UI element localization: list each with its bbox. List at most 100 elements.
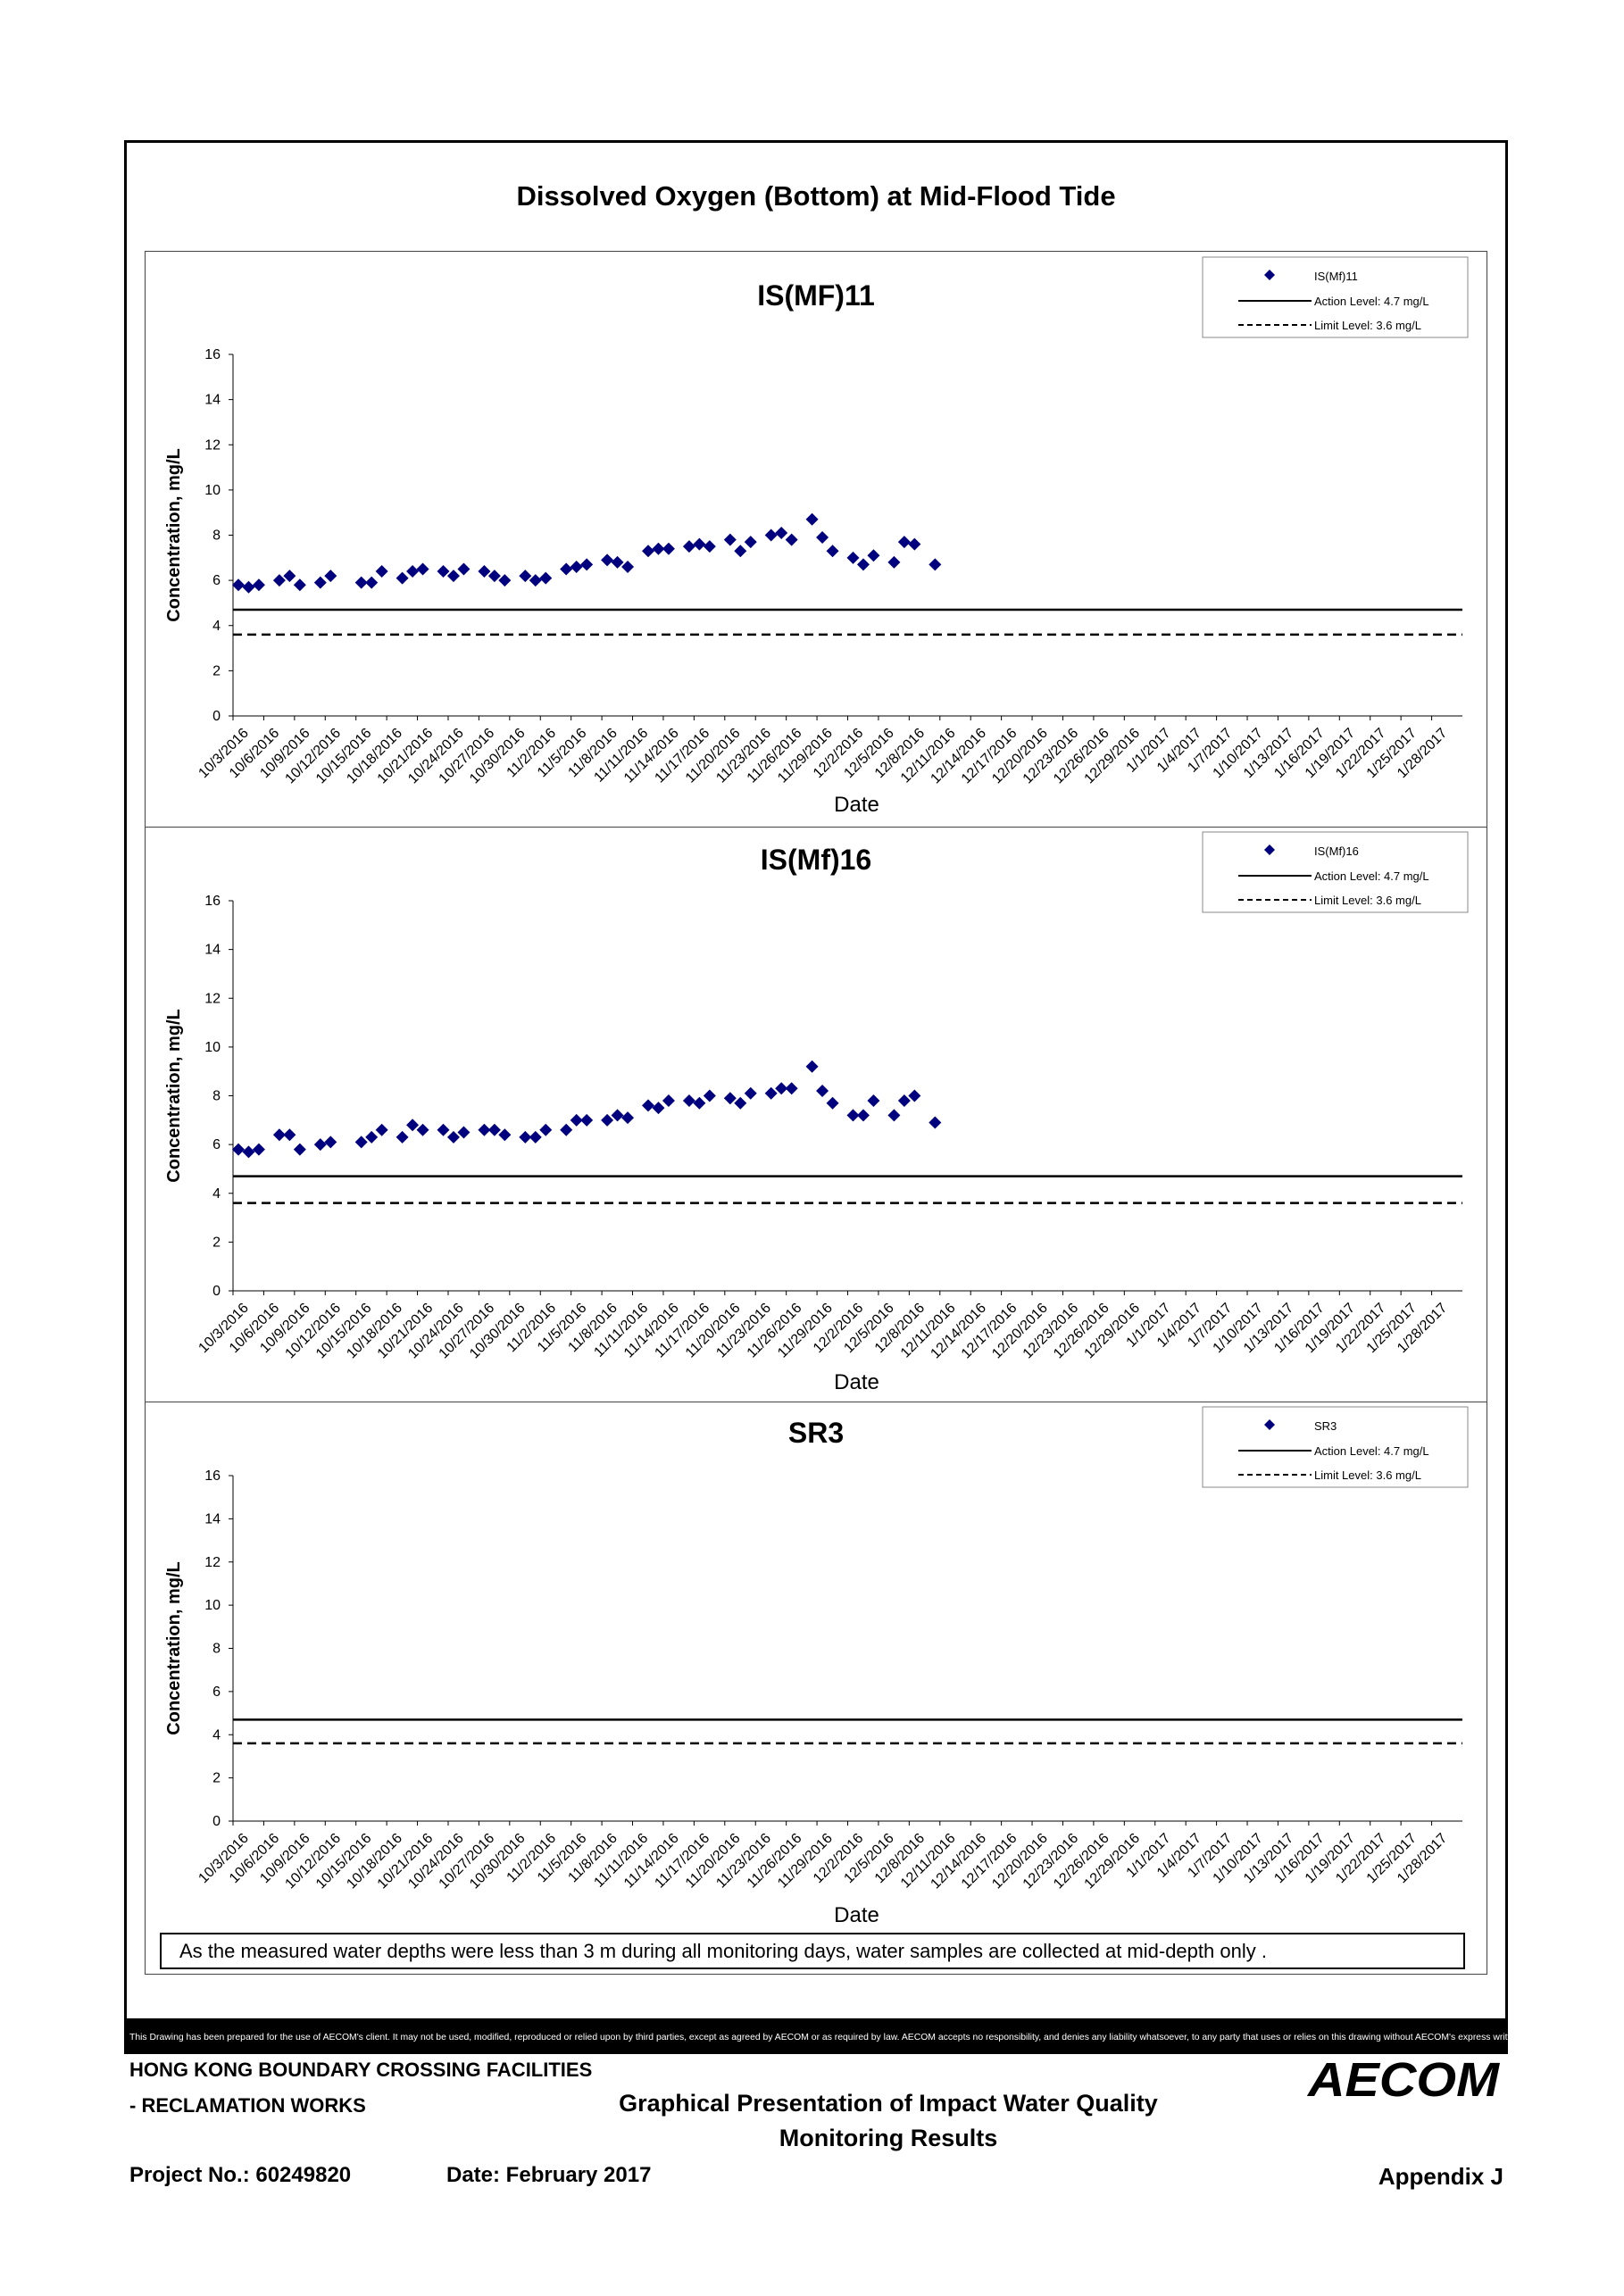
legend-item-series: IS(Mf)11	[1314, 270, 1358, 283]
data-point	[929, 1116, 942, 1129]
data-point	[601, 553, 614, 567]
data-point	[283, 1128, 296, 1142]
data-point	[272, 1128, 286, 1142]
data-point	[652, 542, 665, 555]
data-point	[703, 1089, 716, 1102]
data-point	[519, 570, 532, 583]
legend-item-action: Action Level: 4.7 mg/L	[1314, 1444, 1429, 1458]
data-point	[570, 1113, 583, 1127]
legend-box	[1202, 1406, 1469, 1488]
y-axis-label: Concentration, mg/L	[164, 1009, 184, 1182]
data-point	[816, 1085, 829, 1098]
data-point	[539, 1123, 553, 1136]
data-point	[734, 545, 747, 558]
data-point	[242, 1145, 255, 1159]
y-tick-label: 4	[212, 1727, 221, 1743]
project-name-line1: HONG KONG BOUNDARY CROSSING FACILITIES	[129, 2059, 593, 2081]
data-point	[498, 574, 512, 587]
chart-is-mf-11: IS(MF)11 0 2 4 6 8 10 12 14 16 Concentration, mg/L…	[164, 256, 1469, 817]
data-point	[416, 562, 429, 576]
y-tick-label: 12	[204, 991, 221, 1006]
legend-marker	[1264, 270, 1275, 280]
y-tick-label: 10	[204, 1040, 221, 1055]
legend-item-limit: Limit Level: 3.6 mg/L	[1314, 1468, 1421, 1482]
y-tick-label: 16	[204, 347, 221, 362]
sampling-note: As the measured water depths were less t…	[160, 1933, 1465, 1969]
data-point	[867, 1094, 880, 1107]
y-tick-label: 14	[204, 1511, 221, 1527]
data-point	[662, 542, 675, 555]
x-axis-label: Date	[834, 1903, 879, 1927]
legend-marker	[1264, 1419, 1275, 1430]
data-point	[529, 574, 542, 587]
data-point	[908, 1089, 921, 1102]
y-tick-label: 12	[204, 437, 221, 453]
legend-marker	[1264, 844, 1275, 855]
data-point	[313, 1138, 327, 1152]
chart-title: IS(Mf)16	[761, 844, 871, 876]
y-tick-label: 0	[212, 1284, 221, 1299]
data-point	[324, 1136, 337, 1149]
data-point	[723, 533, 737, 546]
data-point	[846, 1109, 860, 1122]
data-point	[611, 1109, 624, 1122]
data-point	[682, 1094, 695, 1107]
data-point	[846, 551, 860, 564]
data-point	[283, 570, 296, 583]
legend-item-limit: Limit Level: 3.6 mg/L	[1314, 319, 1421, 332]
data-point	[457, 1126, 471, 1139]
data-point	[897, 1094, 911, 1107]
y-tick-label: 14	[204, 943, 221, 958]
svg-text:AECOM: AECOM	[1306, 2059, 1500, 2103]
y-tick-label: 0	[212, 1814, 221, 1829]
data-point	[252, 578, 265, 592]
data-point	[723, 1092, 737, 1105]
y-tick-label: 16	[204, 1468, 221, 1484]
data-point	[487, 1123, 501, 1136]
data-point	[498, 1128, 512, 1142]
y-tick-label: 10	[204, 483, 221, 498]
y-tick-label: 2	[212, 1771, 221, 1786]
data-point	[734, 1096, 747, 1110]
data-point	[652, 1102, 665, 1115]
data-point	[580, 1113, 594, 1127]
data-point	[519, 1130, 532, 1144]
legend-box	[1202, 831, 1469, 913]
data-point	[416, 1123, 429, 1136]
data-point	[785, 1082, 798, 1095]
data-point	[396, 571, 409, 585]
data-point	[908, 537, 921, 551]
charts-container: IS(MF)11 0 2 4 6 8 10 12 14 16 Concentration, mg/L…	[145, 251, 1487, 1975]
y-tick-label: 0	[212, 709, 221, 724]
y-tick-label: 14	[204, 393, 221, 408]
data-point	[642, 1099, 654, 1112]
data-point	[232, 578, 245, 592]
page-title: Dissolved Oxygen (Bottom) at Mid-Flood T…	[516, 180, 1116, 212]
y-tick-label: 8	[212, 1089, 221, 1104]
y-tick-label: 10	[204, 1598, 221, 1613]
y-tick-label: 2	[212, 1235, 221, 1250]
data-point	[887, 1109, 901, 1122]
data-point	[406, 1119, 420, 1132]
data-point	[764, 528, 778, 542]
drawing-frame: Dissolved Oxygen (Bottom) at Mid-Flood T…	[124, 140, 1508, 2021]
data-point	[293, 578, 306, 592]
data-point	[856, 1109, 870, 1122]
data-point	[487, 570, 501, 583]
data-point	[354, 576, 368, 589]
y-tick-label: 6	[212, 1685, 221, 1700]
y-tick-label: 4	[212, 619, 221, 634]
data-point	[570, 560, 583, 573]
y-tick-label: 8	[212, 1642, 221, 1657]
data-point	[856, 558, 870, 571]
disclaimer-bar: This Drawing has been prepared for the u…	[124, 2021, 1508, 2054]
legend: SR3 Action Level: 4.7 mg/L Limit Level: 3.…	[1202, 1406, 1469, 1488]
data-point	[703, 540, 716, 553]
data-point	[642, 545, 654, 558]
data-point	[826, 545, 839, 558]
data-point	[232, 1143, 245, 1156]
data-point	[805, 512, 819, 526]
data-point	[621, 560, 635, 573]
data-point	[478, 565, 491, 578]
